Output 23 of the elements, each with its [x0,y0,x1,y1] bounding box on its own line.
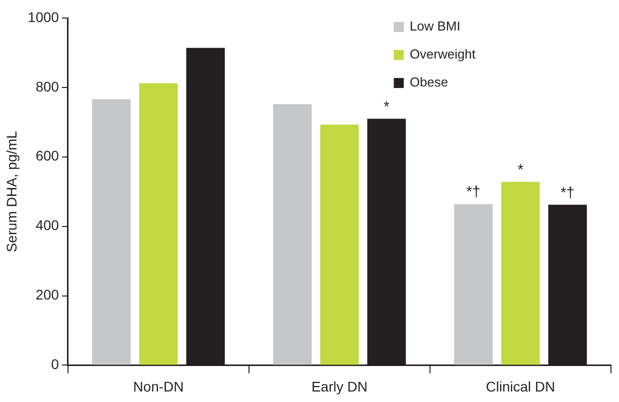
x-tick-label: Clinical DN [486,378,556,394]
y-axis-title: Serum DHA, pg/mL [3,130,20,252]
y-tick-label: 200 [36,286,60,303]
y-tick-label: 1000 [28,8,60,25]
annotation: *† [560,184,575,202]
bar [501,182,540,365]
annotation: *† [466,184,481,201]
annotation: * [384,98,390,116]
bar [454,204,493,365]
bar [139,83,178,365]
legend-label: Low BMI [410,18,460,34]
y-tick-label: 600 [36,148,60,164]
annotation: * [518,162,524,179]
legend-label: Obese [410,74,448,90]
bar [273,104,312,365]
y-tick-label: 800 [36,78,60,94]
y-tick-label: 400 [36,217,60,234]
bar [92,99,131,365]
legend-label: Overweight [410,46,476,62]
x-tick-label: Non-DN [133,378,184,394]
x-tick-label: Early DN [311,378,368,394]
y-tick-label: 0 [51,356,60,372]
bar [320,124,359,365]
